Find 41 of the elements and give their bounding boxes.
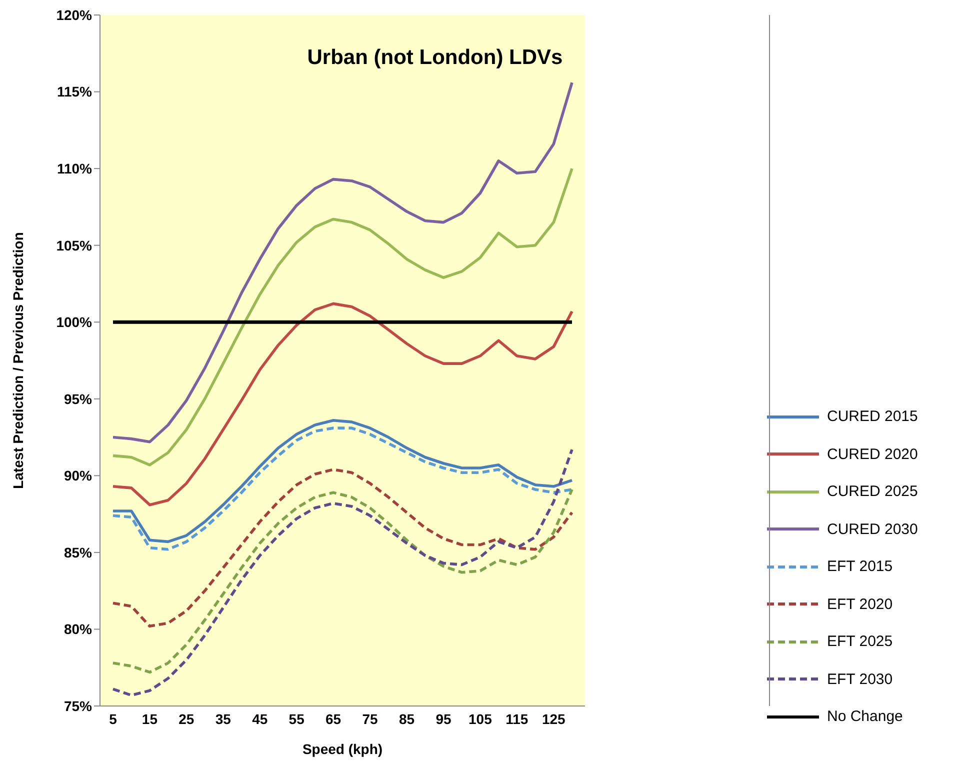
x-tick-label: 45 bbox=[252, 710, 268, 727]
legend-label: No Change bbox=[827, 708, 903, 726]
y-tick-label: 120% bbox=[56, 6, 93, 23]
y-axis-title: Latest Prediction / Previous Prediction bbox=[10, 232, 26, 489]
text: Urban (not London) LDVs bbox=[306, 46, 564, 70]
y-tick-label: 100% bbox=[56, 314, 93, 330]
x-tick-label: 55 bbox=[288, 710, 305, 727]
y-tick-label: 75% bbox=[64, 698, 93, 714]
legend-label: EFT 2025 bbox=[827, 633, 893, 650]
x-tick-label: 75 bbox=[362, 710, 378, 727]
line-series bbox=[112, 488, 574, 674]
x-axis-title: Speed (kph) bbox=[302, 741, 383, 757]
legend-label: EFT 2030 bbox=[827, 670, 893, 688]
legend-label: EFT 2015 bbox=[827, 558, 893, 576]
legend-label: CURED 2030 bbox=[827, 520, 918, 538]
x-tick-label: 65 bbox=[326, 710, 342, 727]
y-tick-label: 95% bbox=[64, 390, 93, 407]
x-tick-label: 95 bbox=[436, 710, 452, 727]
y-tick-label: 105% bbox=[56, 237, 93, 254]
y-tick-label: 115% bbox=[56, 84, 93, 100]
x-tick-label: 25 bbox=[178, 710, 194, 727]
line-series bbox=[112, 448, 574, 697]
x-tick-label: 35 bbox=[215, 710, 232, 727]
y-tick-label: 80% bbox=[64, 621, 93, 638]
x-tick-label: 125 bbox=[542, 710, 566, 727]
y-tick-label: 90% bbox=[64, 468, 93, 484]
x-tick-label: 115 bbox=[506, 710, 528, 727]
x-tick-label: 85 bbox=[398, 710, 415, 727]
x-tick-label: 5 bbox=[109, 710, 118, 727]
line-series bbox=[112, 81, 574, 444]
legend-label: CURED 2020 bbox=[827, 446, 918, 463]
legend-label: CURED 2025 bbox=[827, 483, 918, 500]
x-tick-label: 105 bbox=[468, 710, 492, 727]
legend-label: EFT 2020 bbox=[827, 596, 893, 613]
x-tick-label: 15 bbox=[142, 710, 158, 727]
y-tick-label: 85% bbox=[64, 544, 93, 560]
line-series bbox=[112, 167, 574, 466]
y-tick-label: 110% bbox=[56, 160, 93, 177]
legend-label: CURED 2015 bbox=[827, 408, 918, 426]
line-series bbox=[112, 302, 574, 506]
line-series bbox=[112, 468, 574, 628]
